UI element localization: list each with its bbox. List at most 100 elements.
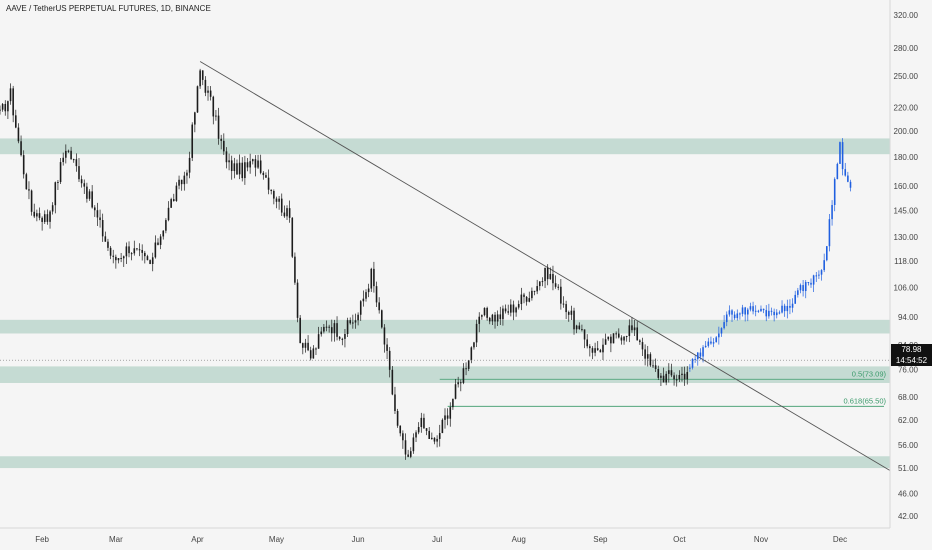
time-tick-label: May [269, 535, 284, 544]
candle [0, 109, 1, 111]
candle [354, 320, 357, 323]
candle [481, 315, 483, 317]
candle [425, 428, 428, 431]
candle [323, 326, 325, 332]
candle [683, 373, 686, 380]
candle [283, 212, 286, 217]
projection-bar [849, 181, 852, 188]
candle [644, 349, 646, 359]
time-tick-label: Oct [673, 535, 686, 544]
candle [417, 427, 420, 433]
projection-bar [718, 333, 720, 338]
candle [649, 354, 652, 366]
projection-bar [799, 285, 802, 291]
candle [41, 217, 43, 222]
price-tick-label: 76.00 [898, 366, 919, 375]
candle [381, 310, 383, 328]
projection-bar [754, 310, 757, 312]
price-tick-label: 42.00 [898, 512, 919, 521]
candle [646, 354, 649, 359]
candle [515, 307, 517, 313]
projection-bar [844, 169, 847, 176]
candle [470, 347, 473, 361]
trendline-layer[interactable] [199, 61, 891, 471]
candle [228, 160, 230, 163]
candle [510, 304, 512, 313]
candle [415, 432, 417, 438]
price-axis[interactable]: 320.00 280.00 250.00 220.00 200.00 180.00 160.… [0, 0, 919, 528]
candle [594, 348, 596, 353]
projection-bar [839, 142, 841, 164]
projection-bar [815, 275, 818, 277]
projection-bar [725, 314, 728, 323]
candle [678, 375, 681, 380]
candle [367, 288, 370, 293]
candle [446, 415, 449, 419]
candle [391, 369, 394, 395]
candle [654, 365, 657, 369]
candle [99, 217, 101, 221]
price-tick-label: 46.00 [898, 490, 919, 499]
candle [204, 79, 207, 93]
candle [186, 172, 188, 176]
candle [441, 419, 444, 434]
candle [525, 296, 528, 302]
downtrend-line[interactable] [199, 61, 891, 471]
candle [138, 249, 141, 251]
candle [43, 214, 46, 222]
time-tick-label: Feb [35, 535, 49, 544]
time-tick-label: Aug [512, 535, 526, 544]
candle [54, 182, 57, 206]
candle [22, 155, 25, 175]
candle [201, 70, 204, 80]
candle [146, 256, 149, 261]
projection-bar [741, 307, 744, 314]
projection-bar [831, 204, 833, 220]
projection-bar [691, 358, 694, 368]
candle [494, 314, 496, 322]
candle [528, 298, 531, 302]
candle [625, 336, 628, 338]
candle [583, 329, 586, 340]
candle [365, 292, 367, 299]
candle [452, 398, 454, 408]
candle [362, 298, 365, 302]
candle [254, 159, 257, 168]
candle [188, 157, 191, 173]
candle [523, 294, 525, 297]
projection-bar [783, 305, 786, 312]
candle [80, 179, 83, 184]
projection-bar [707, 341, 710, 346]
candle [507, 311, 509, 313]
candle [438, 433, 441, 439]
projection-bar [696, 352, 699, 360]
price-tick-label: 320.00 [894, 11, 919, 20]
candle [217, 115, 220, 139]
candle [38, 213, 41, 218]
projection-bar [828, 219, 831, 247]
candle [333, 323, 336, 334]
candle [475, 323, 478, 343]
projection-bar [820, 270, 823, 275]
candle [46, 214, 49, 222]
candle [320, 331, 323, 335]
candle [233, 163, 236, 172]
candle [639, 340, 641, 343]
candle [91, 191, 93, 208]
candle [159, 236, 162, 245]
candle [454, 384, 457, 399]
candle [665, 373, 667, 383]
candle [499, 314, 502, 320]
candle [420, 417, 423, 427]
candle [67, 150, 70, 152]
projection-bar [770, 310, 773, 312]
candle [65, 150, 67, 158]
candle [433, 437, 436, 442]
candle [270, 189, 273, 192]
candle [591, 348, 594, 353]
candle [536, 286, 538, 292]
candle [9, 88, 12, 102]
time-axis[interactable]: Feb Mar Apr May Jun Jul Aug Sep Oct Nov Dec [0, 527, 890, 544]
candle [262, 172, 265, 176]
